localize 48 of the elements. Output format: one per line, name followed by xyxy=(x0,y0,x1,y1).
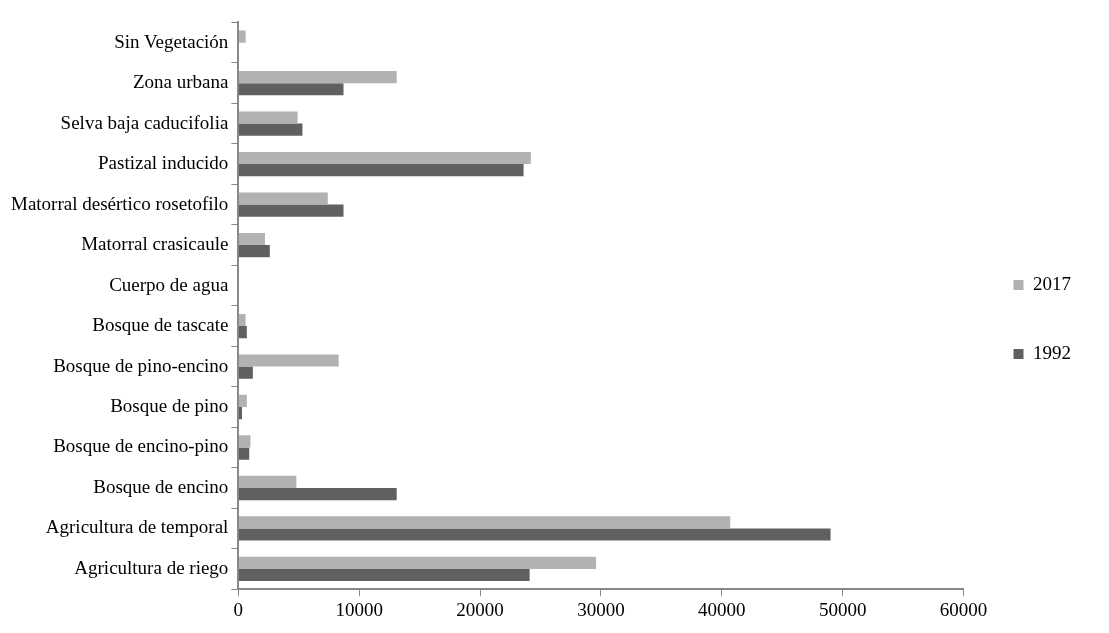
bar xyxy=(238,245,270,258)
bar xyxy=(238,123,303,136)
bar xyxy=(238,556,597,569)
y-tick-label: Selva baja caducifolia xyxy=(60,111,229,133)
bar xyxy=(238,528,831,541)
bar xyxy=(238,487,397,501)
bar xyxy=(238,204,344,217)
y-tick-label: Agricultura de temporal xyxy=(45,516,229,538)
y-tick-label: Agricultura de riego xyxy=(74,556,229,578)
x-tick-label: 30000 xyxy=(577,598,625,620)
bar xyxy=(238,407,242,420)
bar xyxy=(238,164,524,177)
x-tick-label: 40000 xyxy=(698,598,746,620)
y-tick-label: Bosque de pino-encino xyxy=(53,354,229,376)
bar xyxy=(238,151,531,165)
y-tick-label: Matorral desértico rosetofilo xyxy=(10,192,229,214)
bar xyxy=(238,192,328,205)
y-tick-label: Bosque de pino xyxy=(110,395,229,416)
y-tick-label: Zona urbana xyxy=(132,71,229,93)
x-tick-label: 0 xyxy=(233,598,244,620)
x-tick-label: 10000 xyxy=(335,598,383,620)
bar xyxy=(238,394,247,408)
x-tick-label: 20000 xyxy=(456,598,504,620)
bar xyxy=(238,366,253,379)
bar xyxy=(238,435,251,448)
legend-label: 2017 xyxy=(1033,272,1071,294)
bar xyxy=(238,568,530,582)
y-tick-label: Pastizal inducido xyxy=(98,152,229,174)
bar xyxy=(238,70,397,84)
bar xyxy=(238,354,339,367)
bar xyxy=(238,447,250,460)
bar xyxy=(238,475,297,488)
bar xyxy=(238,111,298,124)
y-tick-label: Matorral crasicaule xyxy=(81,233,229,255)
bar xyxy=(238,516,731,529)
legend-label: 1992 xyxy=(1033,341,1071,363)
y-tick-label: Bosque de tascate xyxy=(92,314,229,336)
y-tick-label: Cuerpo de agua xyxy=(109,273,229,295)
y-tick-label: Sin Vegetación xyxy=(114,30,229,52)
bar xyxy=(238,313,246,327)
bar xyxy=(238,83,344,96)
y-tick-label: Bosque de encino xyxy=(93,475,229,497)
x-tick-label: 50000 xyxy=(818,598,867,620)
bar xyxy=(238,232,265,246)
x-tick-label: 60000 xyxy=(939,598,988,620)
bar xyxy=(238,30,246,43)
bar xyxy=(238,326,247,339)
y-tick-label: Bosque de encino-pino xyxy=(53,435,229,457)
